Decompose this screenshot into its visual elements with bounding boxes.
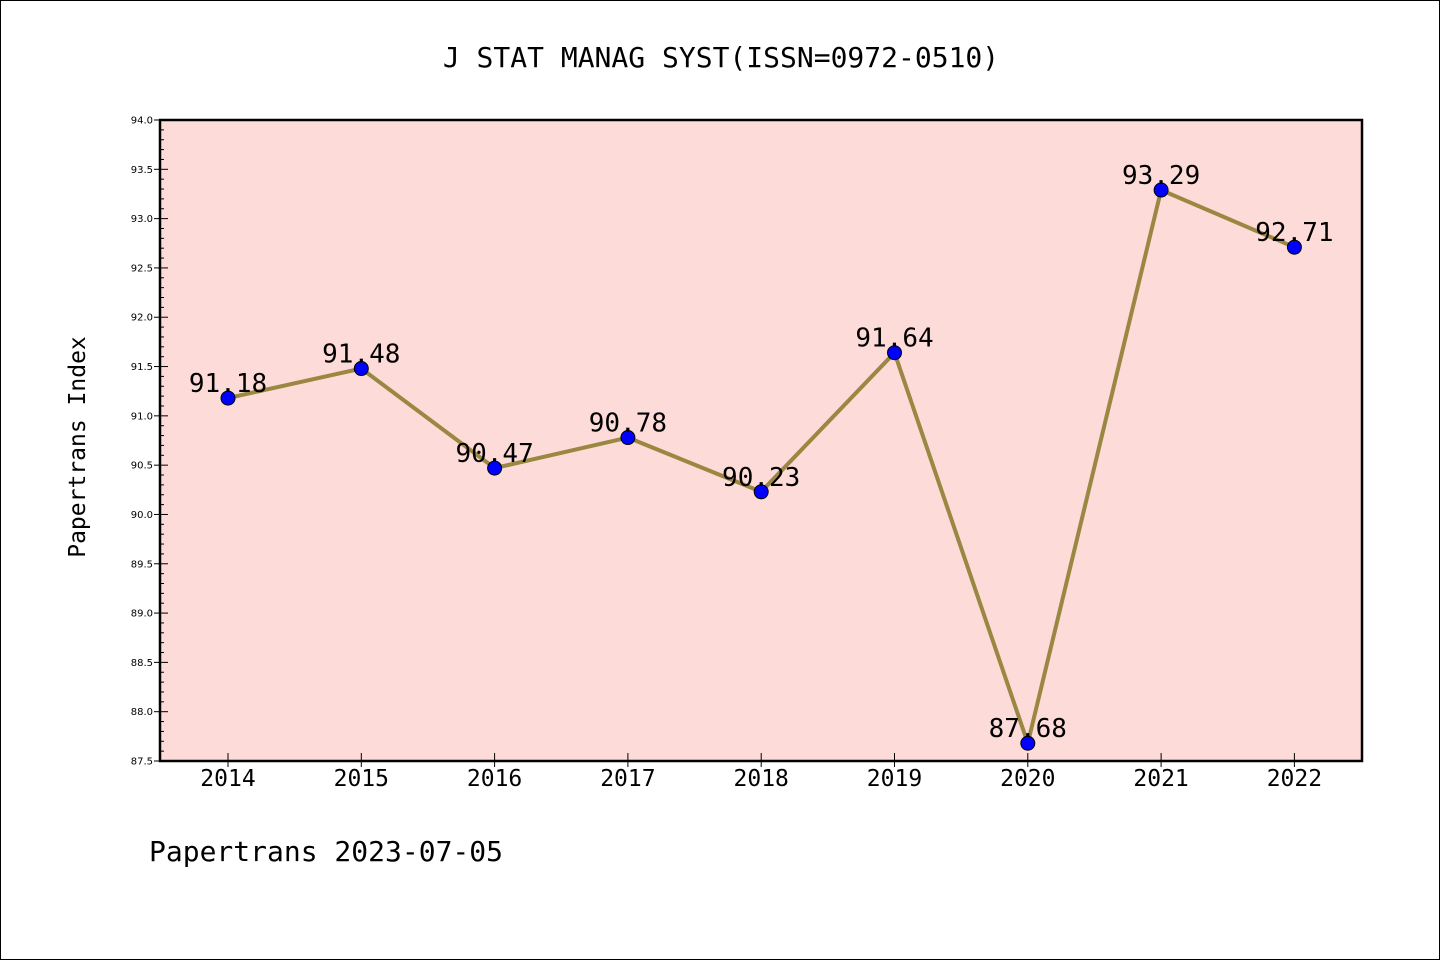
plot-area <box>158 118 1364 763</box>
y-tick-label: 89.0 <box>131 609 153 620</box>
y-tick-label: 90.0 <box>131 510 153 521</box>
data-label-2019: 91.64 <box>855 324 933 354</box>
data-point-2021 <box>1153 182 1169 198</box>
data-label-2022: 92.71 <box>1255 218 1333 248</box>
y-tick-label: 90.5 <box>131 461 153 472</box>
y-tick-label: 91.5 <box>131 362 153 373</box>
data-point-2020 <box>1020 735 1036 751</box>
data-point-2016 <box>487 460 503 476</box>
x-tick-label: 2022 <box>1267 766 1322 792</box>
data-label-2018: 90.23 <box>722 463 800 493</box>
data-point-2017 <box>620 430 636 446</box>
y-tick-label: 88.5 <box>131 658 153 669</box>
y-tick-label: 93.0 <box>131 214 153 225</box>
y-tick-label: 92.5 <box>131 263 153 274</box>
data-label-2020: 87.68 <box>989 714 1067 744</box>
chart-title: J STAT MANAG SYST(ISSN=0972-0510) <box>443 41 999 74</box>
x-tick-label: 2019 <box>867 766 922 792</box>
y-axis-tick-labels: 87.5 88.0 88.5 89.0 89.5 90.0 90.5 91.0 91.5 92.0… <box>131 116 153 768</box>
y-tick-label: 88.0 <box>131 707 153 718</box>
data-point-2018 <box>753 484 769 500</box>
data-point-2019 <box>887 345 902 361</box>
footer-text: Papertrans 2023-07-05 <box>149 835 504 868</box>
y-axis-label: Papertrans Index <box>65 336 91 558</box>
data-label-2016: 90.47 <box>455 439 533 469</box>
data-point-2015 <box>353 361 369 377</box>
x-tick-label: 2017 <box>600 766 655 792</box>
x-tick-label: 2021 <box>1133 766 1188 792</box>
x-tick-label: 2020 <box>1000 766 1055 792</box>
data-points <box>220 182 1302 751</box>
data-label-2015: 91.48 <box>322 340 400 370</box>
data-point-2014 <box>220 390 236 406</box>
y-tick-label: 87.5 <box>131 757 153 768</box>
data-labels: 91.18 91.48 90.47 90.78 90.23 91.64 87.68 93.29… <box>189 161 1334 744</box>
x-tick-label: 2014 <box>200 766 255 792</box>
x-tick-label: 2015 <box>334 766 389 792</box>
y-tick-label: 91.0 <box>131 411 153 422</box>
data-point-2022 <box>1286 239 1302 255</box>
x-tick-label: 2016 <box>467 766 522 792</box>
x-tick-label: 2018 <box>734 766 789 792</box>
y-tick-label: 89.5 <box>131 559 153 570</box>
data-label-2014: 91.18 <box>189 369 267 399</box>
axis-ticks <box>154 119 1295 767</box>
y-tick-label: 93.5 <box>131 165 153 176</box>
x-axis-tick-labels: 2014 2015 2016 2017 2018 2019 2020 2021 2022 <box>200 766 1322 792</box>
y-tick-label: 92.0 <box>131 313 153 324</box>
data-label-2017: 90.78 <box>589 409 667 439</box>
data-label-2021: 93.29 <box>1122 161 1200 191</box>
y-tick-label: 94.0 <box>131 116 153 127</box>
